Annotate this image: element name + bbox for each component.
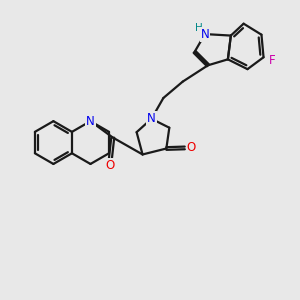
Text: F: F — [268, 54, 275, 67]
Text: N: N — [86, 115, 95, 128]
Text: H: H — [195, 22, 202, 32]
Text: N: N — [201, 28, 209, 40]
Text: N: N — [147, 112, 156, 125]
Text: O: O — [187, 141, 196, 154]
Text: O: O — [106, 159, 115, 172]
